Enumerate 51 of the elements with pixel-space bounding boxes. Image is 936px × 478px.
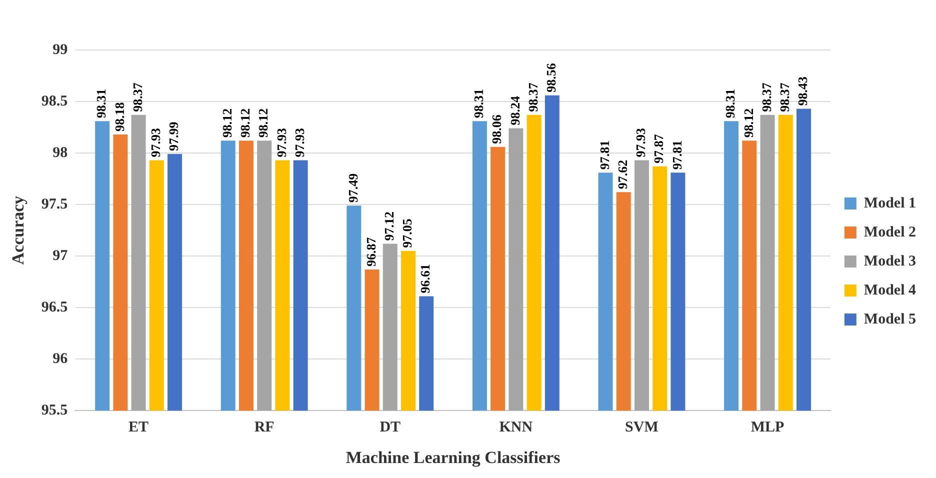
data-label: 97.49 — [345, 172, 360, 203]
data-label: 98.31 — [471, 88, 486, 118]
data-label: 98.12 — [740, 108, 756, 138]
data-label: 97.87 — [651, 134, 666, 164]
data-label: 98.18 — [112, 102, 127, 132]
x-axis-title: Machine Learning Classifiers — [346, 448, 561, 468]
data-label: 97.05 — [400, 218, 415, 248]
data-label: 96.61 — [418, 264, 433, 294]
data-label: 97.93 — [633, 127, 648, 158]
x-tick-label: RF — [254, 419, 274, 436]
x-tick-label: SVM — [625, 419, 658, 436]
x-tick-label: DT — [380, 419, 401, 436]
y-tick-label: 97 — [52, 248, 68, 264]
data-label: 97.93 — [274, 127, 289, 158]
legend-label: Model 3 — [864, 253, 916, 270]
data-label: 98.43 — [795, 76, 810, 106]
y-tick-label: 99 — [52, 42, 68, 58]
data-label: 98.37 — [777, 82, 792, 112]
data-label: 98.12 — [219, 108, 234, 138]
y-tick-label: 97.5 — [41, 196, 68, 212]
y-axis-title: Accuracy — [8, 195, 28, 265]
x-tick-label: ET — [128, 419, 149, 436]
legend-label: Model 2 — [864, 224, 916, 240]
data-label: 97.81 — [596, 140, 612, 170]
data-label: 98.31 — [94, 88, 109, 118]
data-label: 98.37 — [758, 82, 774, 112]
data-label: 98.56 — [544, 62, 559, 92]
data-label: 96.87 — [363, 236, 378, 266]
data-label: 98.37 — [525, 82, 540, 112]
legend-label: Model 4 — [864, 282, 916, 298]
y-tick-label: 98.5 — [41, 93, 68, 110]
x-tick-label: MLP — [750, 419, 784, 436]
data-label: 97.62 — [614, 160, 630, 190]
y-tick-label: 96.5 — [41, 299, 68, 316]
data-label: 98.24 — [507, 96, 522, 126]
x-tick-label: KNN — [499, 419, 533, 436]
data-label: 97.93 — [148, 127, 164, 158]
legend-label: Model 5 — [864, 311, 916, 328]
data-label: 98.12 — [238, 108, 253, 138]
y-tick-label: 98 — [52, 144, 68, 161]
data-label: 98.31 — [722, 88, 738, 118]
data-label: 97.93 — [292, 127, 307, 158]
data-label: 97.81 — [669, 140, 684, 170]
y-tick-label: 96 — [52, 350, 68, 367]
data-label: 97.12 — [382, 211, 396, 241]
y-tick-label: 95.5 — [41, 402, 68, 418]
data-label: 98.06 — [489, 114, 504, 144]
data-label: 98.37 — [130, 82, 145, 112]
data-label: 97.99 — [166, 121, 182, 152]
data-label: 98.12 — [256, 108, 271, 138]
legend-label: Model 1 — [864, 195, 916, 212]
